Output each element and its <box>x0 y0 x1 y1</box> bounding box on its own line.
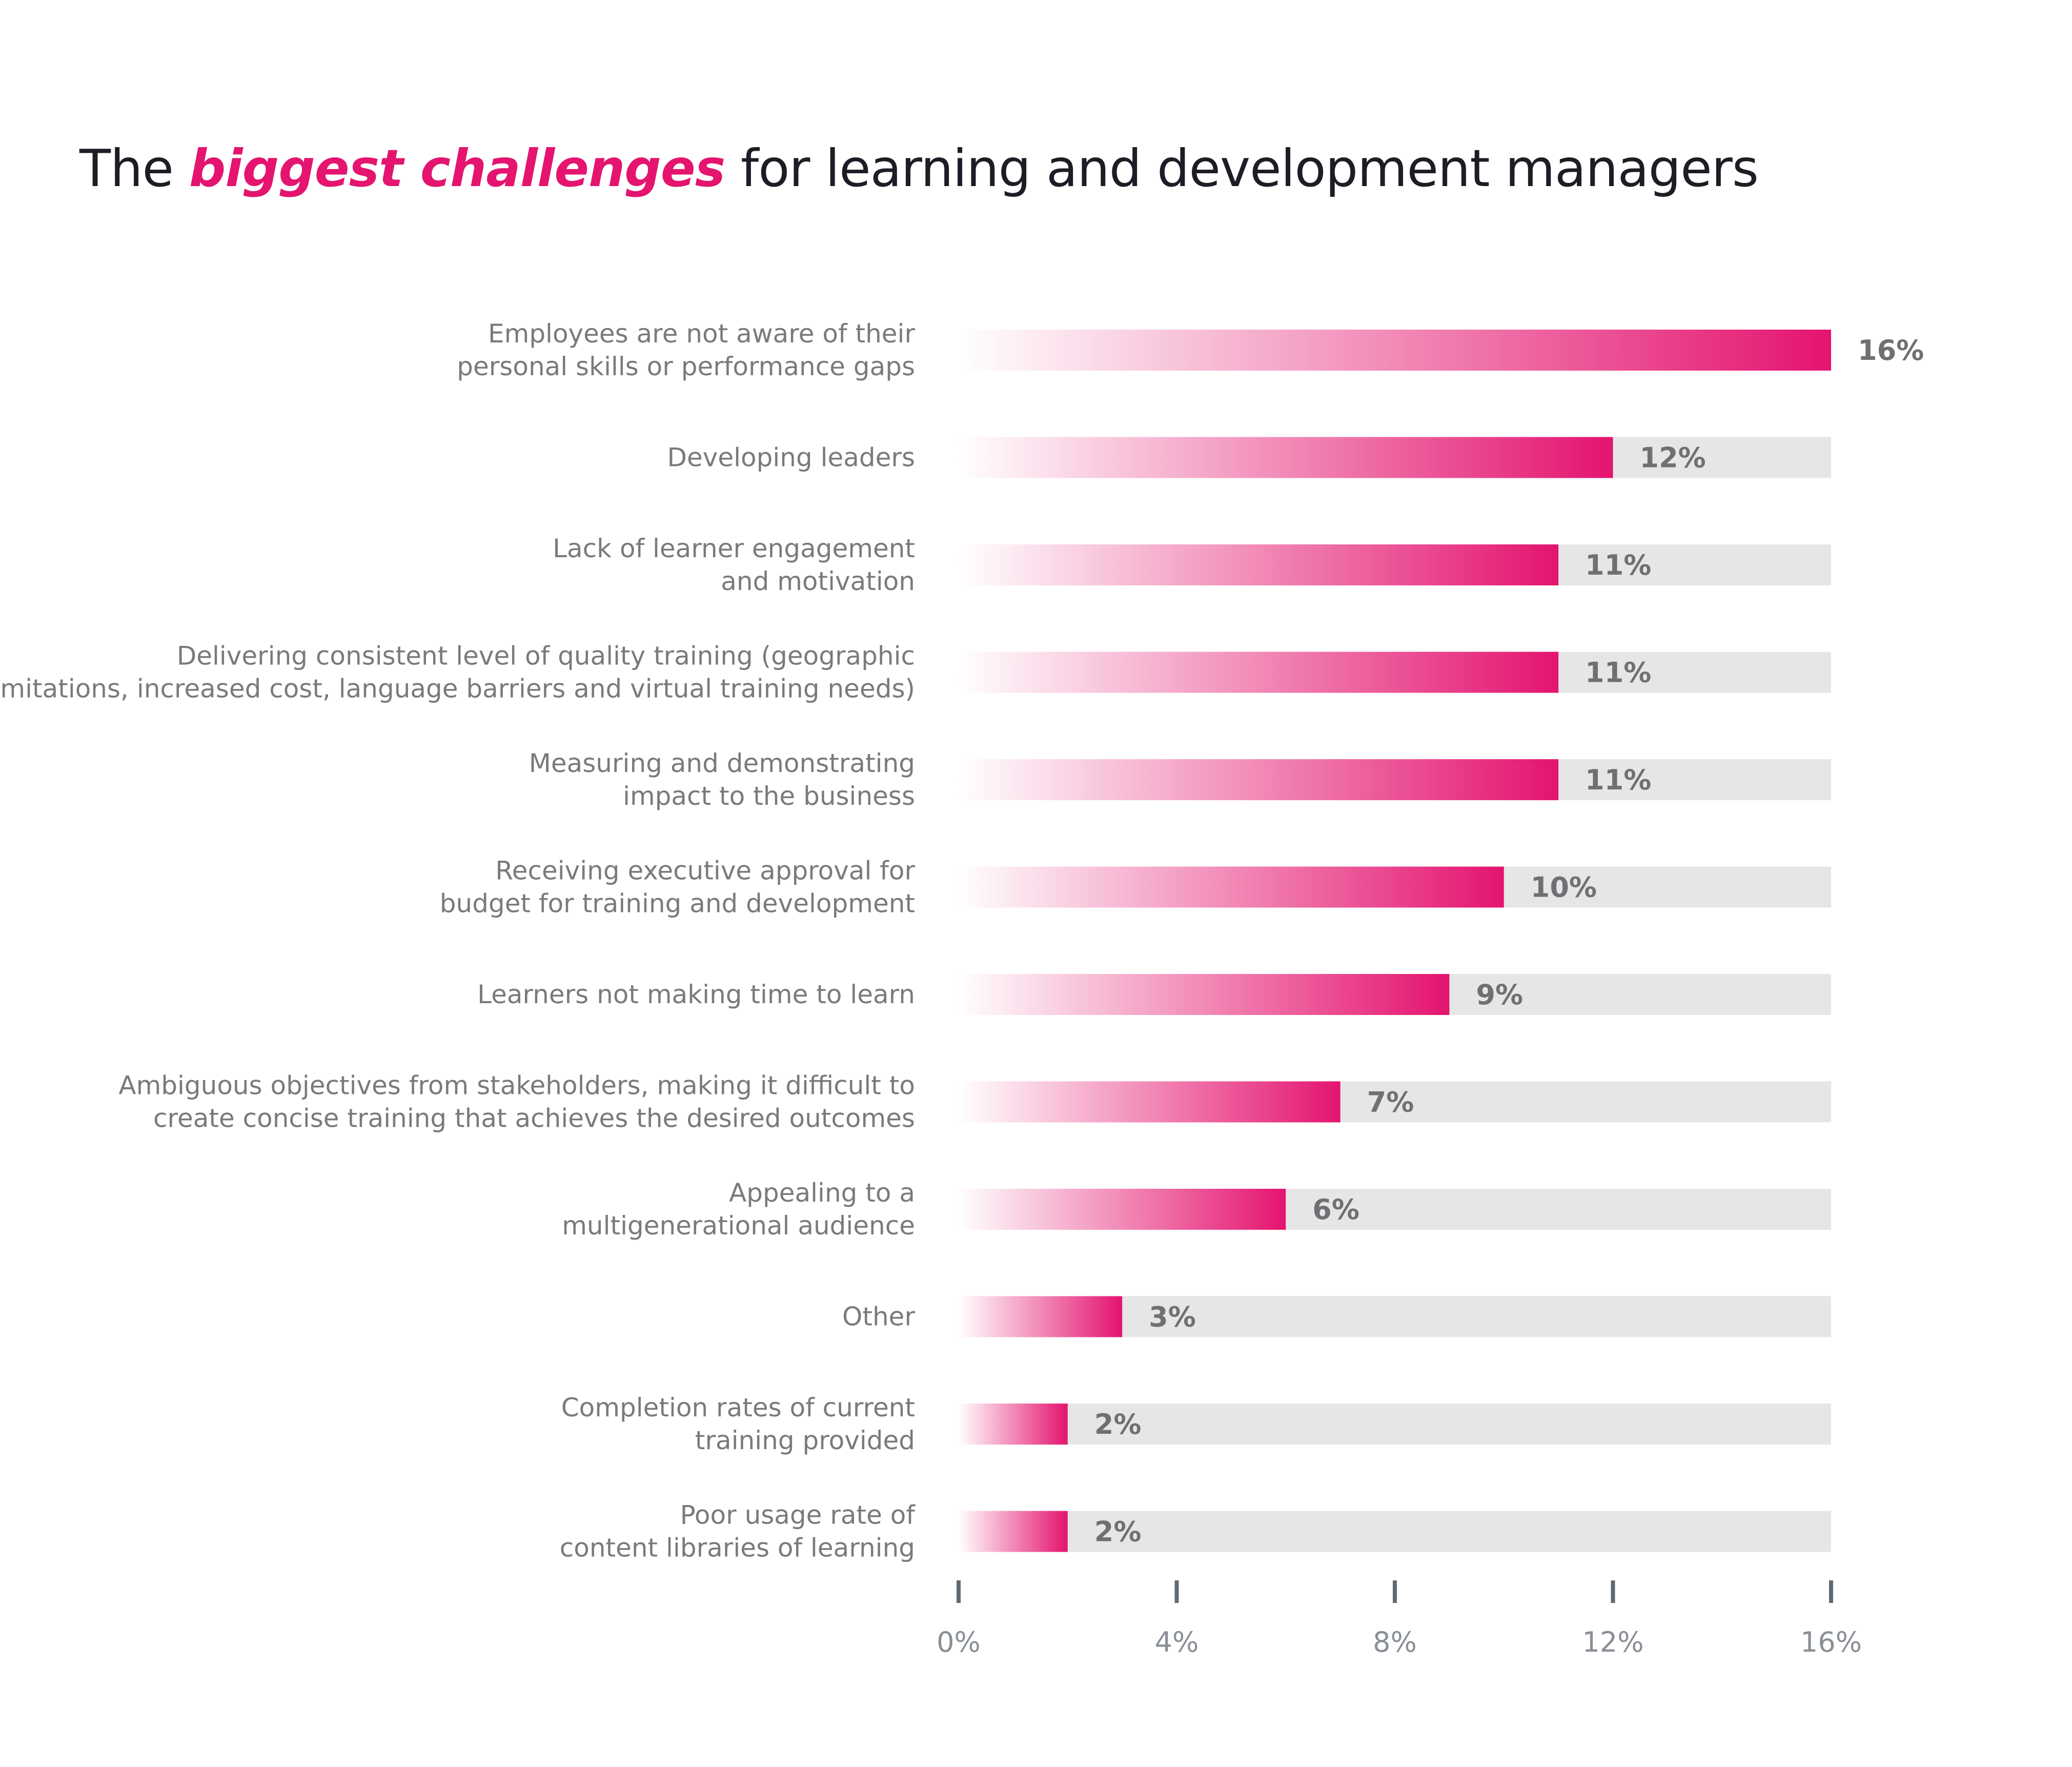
category-label-line: Employees are not aware of their <box>488 319 915 349</box>
value-label: 12% <box>1640 442 1706 474</box>
category-label-line: content libraries of learning <box>560 1533 915 1563</box>
category-label-line: Receiving executive approval for <box>495 856 915 886</box>
bar <box>959 866 1504 908</box>
category-label-line: training provided <box>695 1426 915 1455</box>
x-tick-label: 4% <box>1155 1626 1199 1658</box>
x-tick <box>1393 1580 1397 1603</box>
x-tick <box>1611 1580 1615 1603</box>
title-prefix: The <box>79 138 189 198</box>
category-label-line: Other <box>842 1302 915 1332</box>
category-label-line: impact to the business <box>623 781 915 811</box>
category-label: Lack of learner engagement and motivation <box>553 534 915 596</box>
category-label-line: Appealing to a <box>729 1178 915 1208</box>
value-label: 9% <box>1476 979 1523 1011</box>
bar <box>959 1296 1123 1337</box>
category-label: Learners not making time to learn <box>477 980 915 1009</box>
category-label-line: Poor usage rate of <box>680 1500 916 1530</box>
category-label-line: Measuring and demonstrating <box>529 748 915 778</box>
bar-row: 12% Developing leaders <box>667 437 1831 478</box>
category-label-line: Completion rates of current <box>561 1393 915 1423</box>
bar-row: 10% Receiving executive approval for budge… <box>440 856 1831 919</box>
category-label-line: Developing leaders <box>667 443 915 473</box>
bar <box>959 437 1613 478</box>
category-label: Employees are not aware of their personal… <box>457 319 915 381</box>
x-tick <box>1174 1580 1179 1603</box>
bar <box>959 759 1559 800</box>
x-tick-label: 0% <box>937 1626 981 1658</box>
x-tick-label: 8% <box>1373 1626 1417 1658</box>
category-label-line: personal skills or performance gaps <box>457 352 915 381</box>
x-axis: 0% 4% 8% 12% 16% <box>937 1580 1862 1658</box>
bar-row: 2% Poor usage rate of content libraries of… <box>560 1500 1831 1563</box>
value-label: 2% <box>1094 1408 1142 1440</box>
title-highlight: biggest challenges <box>189 138 725 198</box>
bar-row: 9% Learners not making time to learn <box>477 974 1831 1015</box>
bar-row: 16% Employees are not aware of their perso… <box>457 319 1924 381</box>
category-label: Measuring and demonstrating impact to the… <box>529 748 915 811</box>
chart-title: The biggest challenges for learning and … <box>79 138 1759 198</box>
bar <box>959 1189 1286 1230</box>
value-label: 11% <box>1585 764 1651 796</box>
value-label: 6% <box>1312 1193 1359 1226</box>
x-tick <box>1829 1580 1833 1603</box>
bar <box>959 974 1450 1015</box>
category-label: Ambiguous objectives from stakeholders, … <box>118 1071 915 1133</box>
value-label: 11% <box>1585 657 1651 689</box>
category-label-line: Delivering consistent level of quality t… <box>177 641 915 671</box>
category-label-line: budget for training and development <box>440 889 915 919</box>
bars-layer: 16% Employees are not aware of their perso… <box>0 319 1924 1563</box>
category-label: Poor usage rate of content libraries of l… <box>560 1500 916 1563</box>
category-label: Appealing to a multigenerational audience <box>562 1178 915 1241</box>
bar <box>959 1511 1068 1552</box>
bar-row: 11% Delivering consistent level of qualit… <box>0 641 1831 704</box>
x-tick <box>957 1580 961 1603</box>
category-label-line: limitations, increased cost, language ba… <box>0 674 915 704</box>
category-label: Developing leaders <box>667 443 915 473</box>
bar-row: 2% Completion rates of current training pr… <box>561 1393 1831 1455</box>
title-suffix: for learning and development managers <box>725 138 1759 198</box>
category-label-line: and motivation <box>721 566 915 596</box>
value-label: 11% <box>1585 549 1651 581</box>
x-tick-label: 12% <box>1582 1626 1643 1658</box>
bar <box>959 652 1559 693</box>
bar <box>959 1081 1340 1123</box>
bar <box>959 544 1559 585</box>
category-label-line: Learners not making time to learn <box>477 980 915 1009</box>
category-label-line: Ambiguous objectives from stakeholders, … <box>118 1071 915 1101</box>
bar-row: 6% Appealing to a multigenerational audien… <box>562 1178 1831 1241</box>
category-label: Other <box>842 1302 915 1332</box>
bar-row: 3% Other <box>842 1296 1831 1337</box>
bar-row: 7% Ambiguous objectives from stakeholders… <box>118 1071 1831 1133</box>
category-label: Delivering consistent level of quality t… <box>0 641 915 704</box>
category-label-line: create concise training that achieves th… <box>153 1104 915 1133</box>
value-label: 16% <box>1858 334 1924 367</box>
bar-row: 11% Lack of learner engagement and motivat… <box>553 534 1831 596</box>
value-label: 3% <box>1149 1301 1196 1333</box>
x-tick-label: 16% <box>1800 1626 1862 1658</box>
category-label: Completion rates of current training prov… <box>561 1393 915 1455</box>
value-label: 2% <box>1094 1516 1142 1548</box>
category-label: Receiving executive approval for budget f… <box>440 856 916 919</box>
bar-track <box>959 1511 1831 1552</box>
bar <box>959 1404 1068 1445</box>
category-label-line: Lack of learner engagement <box>553 534 915 563</box>
bar-track <box>959 1404 1831 1445</box>
value-label: 10% <box>1531 871 1597 904</box>
value-label: 7% <box>1367 1086 1414 1119</box>
bar-row: 11% Measuring and demonstrating impact to … <box>529 748 1831 811</box>
bar <box>959 330 1831 371</box>
category-label-line: multigenerational audience <box>562 1211 915 1241</box>
